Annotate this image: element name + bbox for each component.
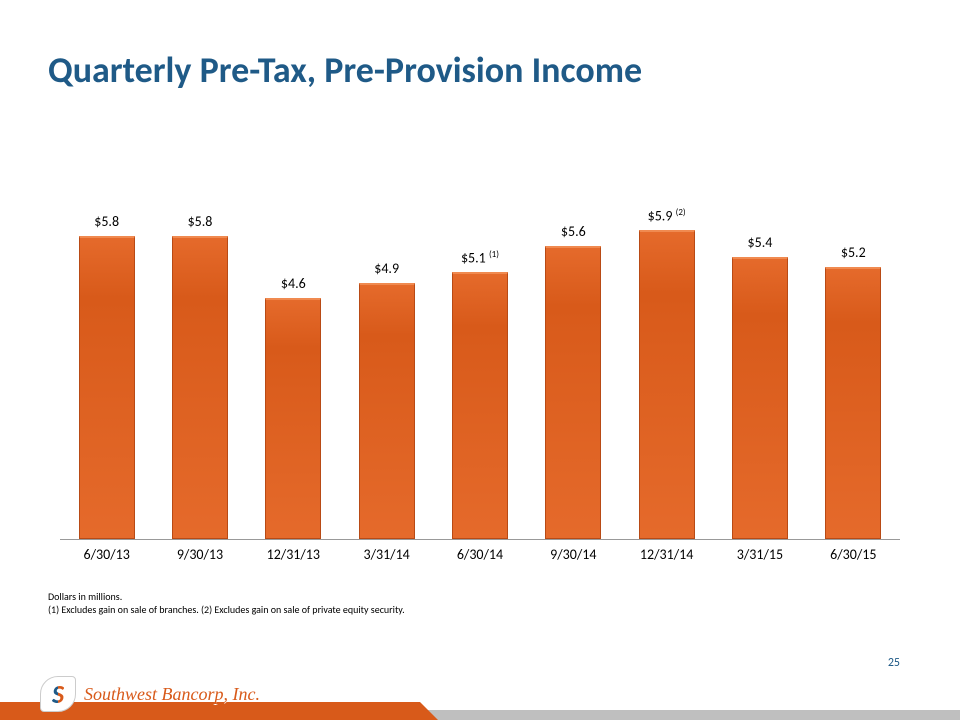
bar-slot: $5.2 <box>823 244 883 539</box>
bar <box>359 283 415 539</box>
bars-container: $5.8 $5.8 $4.6 $4.9 $5.1 (1) $5.6 $5.9 (2) $5.4… <box>60 170 900 540</box>
bar <box>825 267 881 539</box>
bar-slot: $4.9 <box>357 260 417 539</box>
bar <box>172 236 228 539</box>
x-axis-label: 3/31/15 <box>730 546 790 570</box>
bar-value-label: $5.1 (1) <box>461 249 499 267</box>
x-axis-label: 6/30/15 <box>823 546 883 570</box>
bar <box>452 272 508 539</box>
x-axis-labels: 6/30/13 9/30/13 12/31/13 3/31/14 6/30/14 9/30… <box>60 546 900 570</box>
x-axis-label: 9/30/14 <box>543 546 603 570</box>
bar-value-label: $5.8 <box>188 213 213 230</box>
bar-value-label: $5.4 <box>748 234 773 251</box>
x-axis-label: 12/31/14 <box>637 546 697 570</box>
slide-title: Quarterly Pre-Tax, Pre-Provision Income <box>48 48 642 92</box>
logo-mark-icon: S <box>40 676 76 712</box>
bar-value-label: $5.9 (2) <box>648 207 686 225</box>
bar-slot: $5.6 <box>543 223 603 539</box>
page-number: 25 <box>888 656 900 670</box>
footer: S Southwest Bancorp, Inc. <box>0 678 960 720</box>
bar <box>732 257 788 539</box>
x-axis-label: 3/31/14 <box>357 546 417 570</box>
bar <box>265 298 321 539</box>
bar-slot: $5.8 <box>77 213 137 539</box>
bar-slot: $4.6 <box>263 275 323 539</box>
bar-slot: $5.9 (2) <box>637 207 697 539</box>
bar-slot: $5.1 (1) <box>450 249 510 539</box>
footer-gray-bar <box>400 710 960 720</box>
bar-value-label: $5.8 <box>94 213 119 230</box>
bar-slot: $5.4 <box>730 234 790 539</box>
bar-slot: $5.8 <box>170 213 230 539</box>
x-axis-label: 12/31/13 <box>263 546 323 570</box>
bar <box>79 236 135 539</box>
x-axis-label: 6/30/13 <box>77 546 137 570</box>
bar-chart: $5.8 $5.8 $4.6 $4.9 $5.1 (1) $5.6 $5.9 (2) $5.4… <box>60 150 900 570</box>
footnote-line1: Dollars in millions. <box>48 590 405 603</box>
bar-value-label: $4.6 <box>281 275 306 292</box>
bar-value-label: $4.9 <box>374 260 399 277</box>
x-axis-label: 9/30/13 <box>170 546 230 570</box>
bar-value-label: $5.6 <box>561 223 586 240</box>
company-name: Southwest Bancorp, Inc. <box>84 684 260 705</box>
x-axis-label: 6/30/14 <box>450 546 510 570</box>
company-logo: S Southwest Bancorp, Inc. <box>40 676 260 712</box>
footnote-line2: (1) Excludes gain on sale of branches. (… <box>48 603 405 616</box>
bar-value-label: $5.2 <box>841 244 866 261</box>
bar <box>545 246 601 539</box>
footnote: Dollars in millions. (1) Excludes gain o… <box>48 590 405 616</box>
bar <box>639 230 695 539</box>
